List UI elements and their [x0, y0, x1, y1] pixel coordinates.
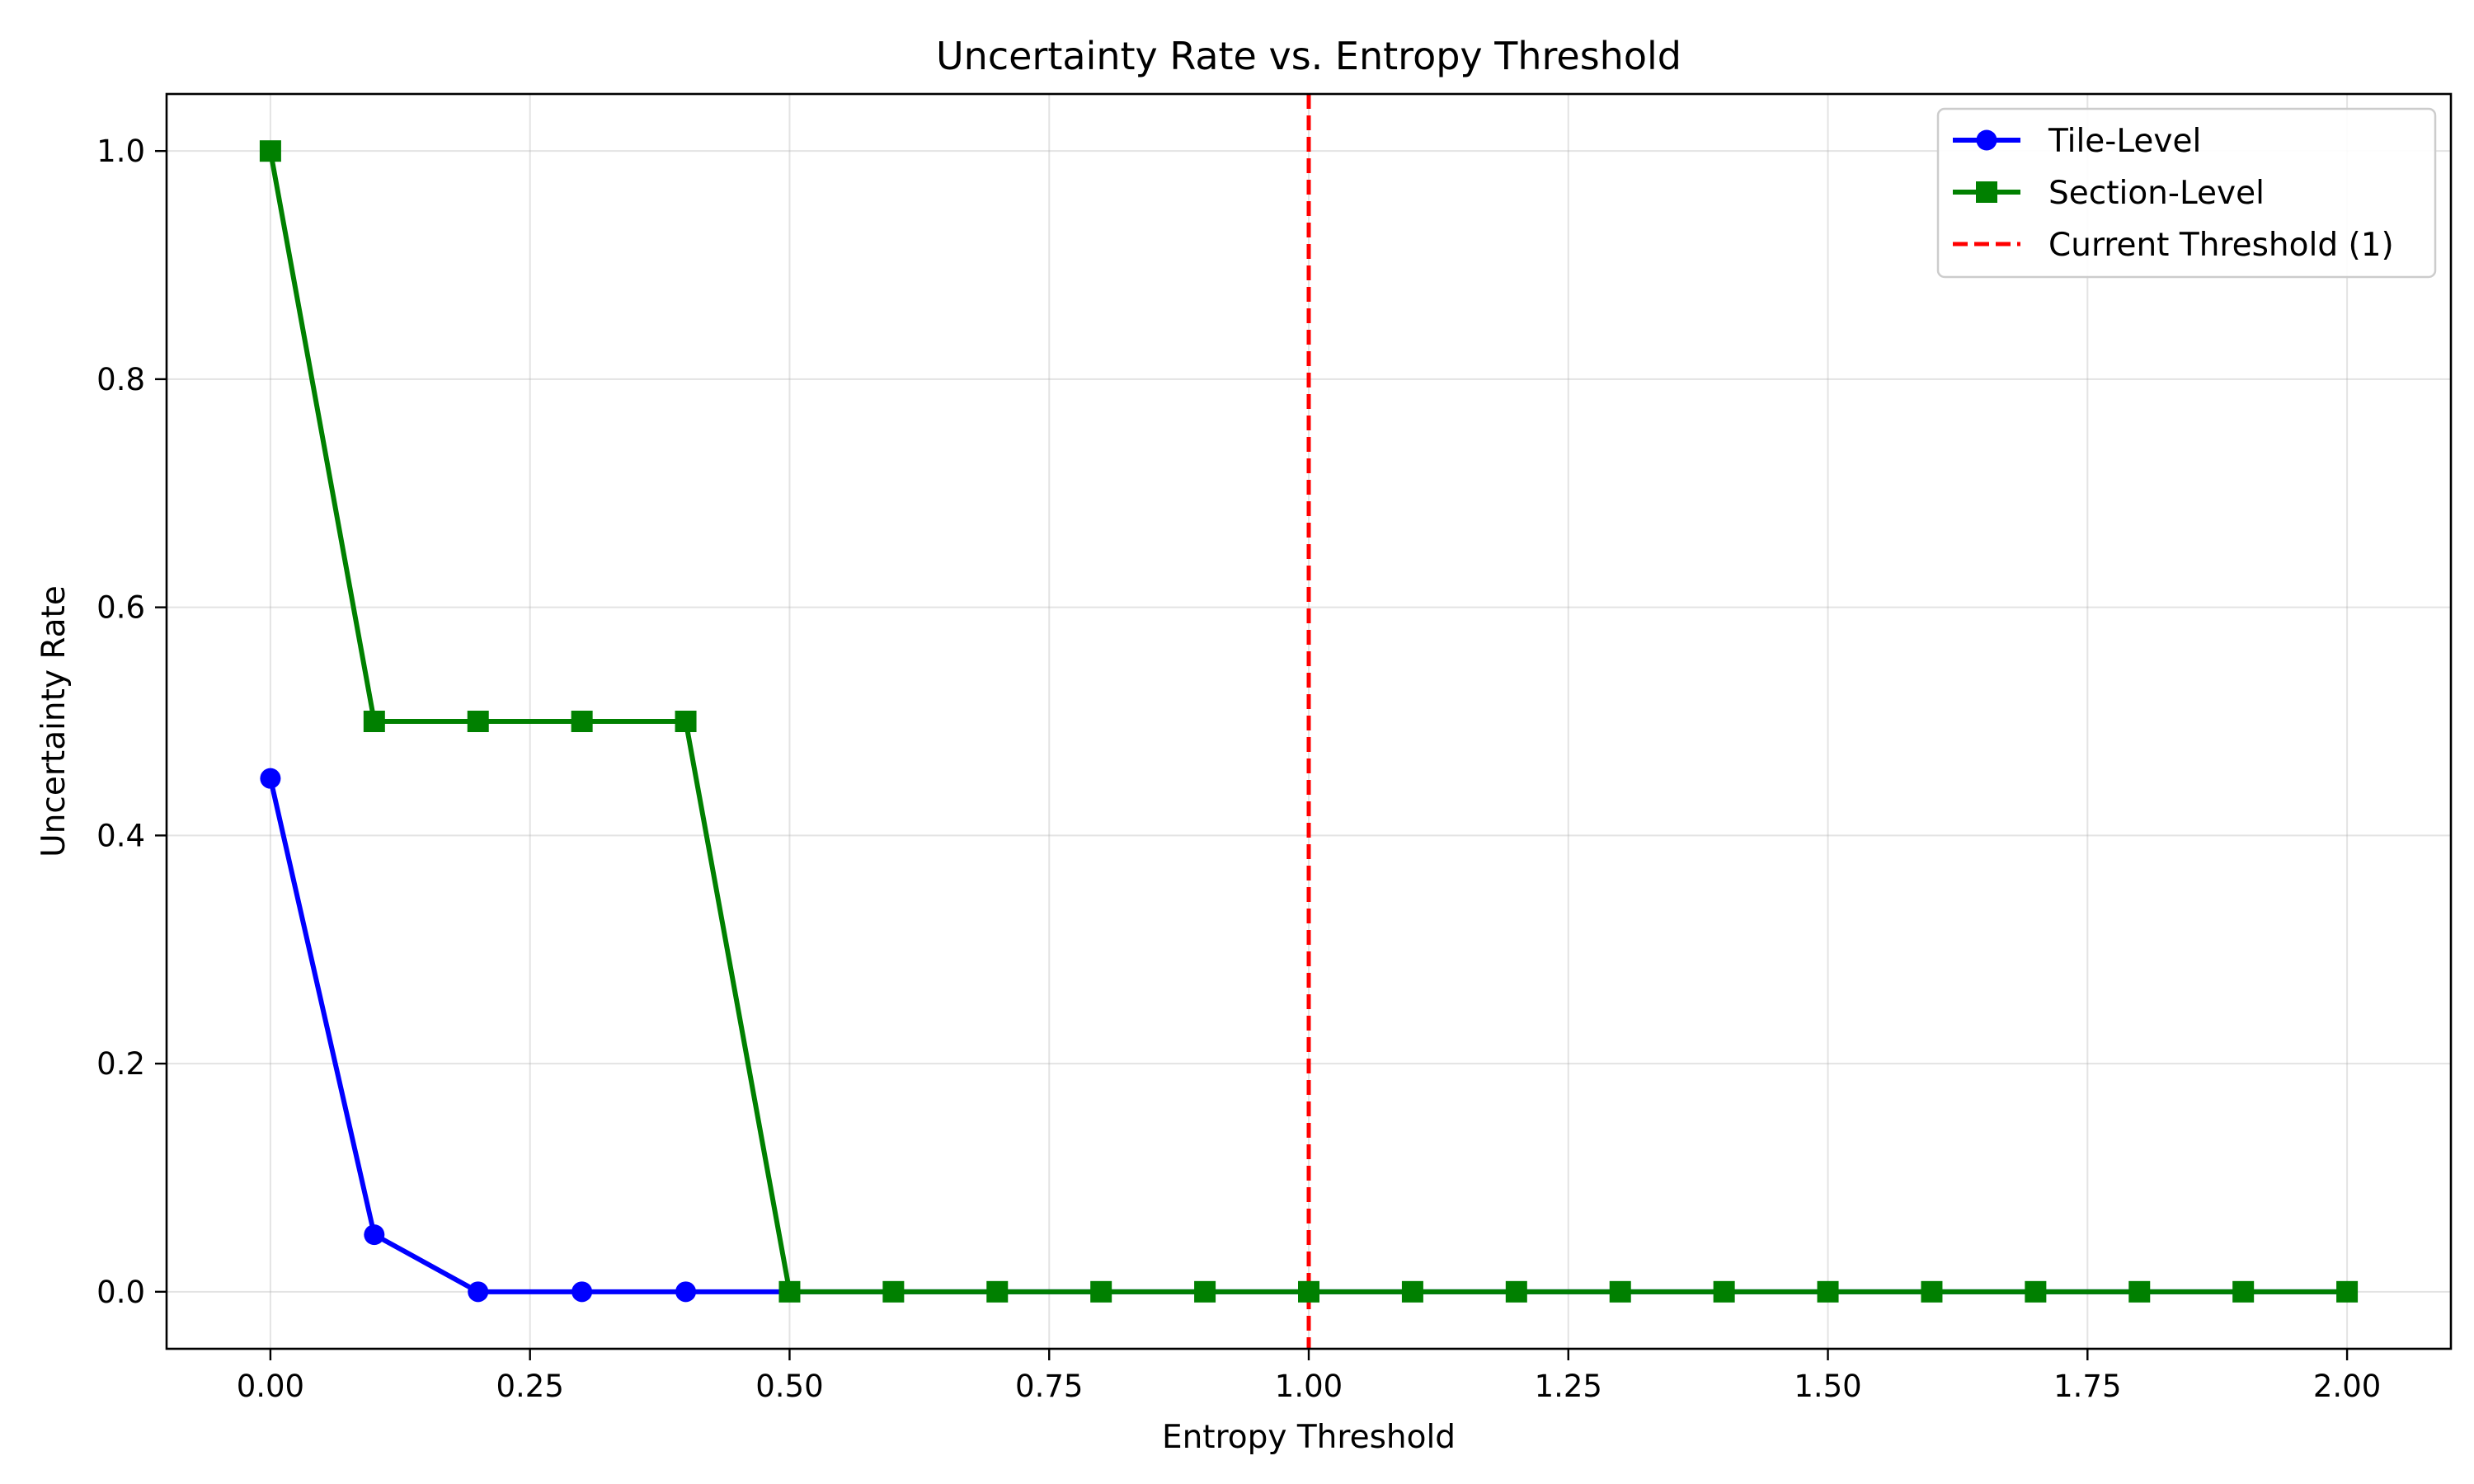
data-point — [468, 1281, 489, 1303]
x-axis-title: Entropy Threshold — [1162, 1419, 1456, 1456]
y-tick-label: 1.0 — [96, 134, 145, 169]
x-tick-label: 0.00 — [237, 1369, 304, 1404]
y-tick-label: 0.4 — [96, 818, 145, 853]
data-point — [571, 1281, 593, 1303]
data-point — [1298, 1280, 1319, 1303]
data-point — [2232, 1280, 2255, 1303]
data-point — [675, 1281, 697, 1303]
data-point — [778, 1280, 801, 1303]
legend-label: Tile-Level — [2048, 123, 2201, 160]
data-point — [2128, 1280, 2151, 1303]
data-point — [1194, 1280, 1216, 1303]
data-point — [571, 711, 593, 732]
data-point — [260, 768, 281, 789]
y-tick-label: 0.2 — [96, 1046, 145, 1082]
x-tick-label: 0.75 — [1015, 1369, 1083, 1404]
data-point — [364, 1224, 385, 1246]
chart-title: Uncertainty Rate vs. Entropy Threshold — [936, 34, 1681, 78]
data-point — [1713, 1280, 1735, 1303]
x-tick-label: 1.75 — [2053, 1369, 2121, 1404]
legend-label: Section-Level — [2048, 175, 2265, 212]
y-tick-label: 0.6 — [96, 590, 145, 626]
data-point — [986, 1280, 1009, 1303]
x-tick-label: 2.00 — [2313, 1369, 2381, 1404]
x-tick-label: 1.50 — [1794, 1369, 1861, 1404]
x-tick-label: 1.00 — [1275, 1369, 1343, 1404]
series-layer — [259, 140, 2359, 1303]
data-point — [882, 1280, 905, 1303]
legend-label: Current Threshold (1) — [2048, 227, 2394, 264]
data-point — [2025, 1280, 2047, 1303]
legend-frame — [1936, 107, 2437, 279]
data-point — [1090, 1280, 1112, 1303]
data-point — [1609, 1280, 1631, 1303]
y-axis-ticks: 0.0 0.2 0.4 0.6 0.8 1.0 — [96, 134, 167, 1310]
data-point — [675, 711, 697, 732]
data-point — [1817, 1280, 1839, 1303]
x-tick-label: 0.50 — [755, 1369, 823, 1404]
legend-swatch-marker — [1976, 129, 1997, 151]
data-point — [2336, 1280, 2359, 1303]
y-tick-label: 0.0 — [96, 1275, 145, 1310]
data-point — [259, 140, 281, 162]
data-point — [1401, 1280, 1423, 1303]
series-section-level — [259, 140, 2359, 1303]
legend-swatch-marker — [1976, 181, 1997, 203]
data-point — [467, 711, 489, 732]
y-tick-label: 0.8 — [96, 362, 145, 397]
data-point — [363, 711, 385, 732]
legend: Tile-Level Section-Level Current Threshold… — [1936, 107, 2437, 279]
data-point — [1921, 1280, 1943, 1303]
y-axis-title: Uncertainty Rate — [35, 585, 73, 857]
x-axis-ticks: 0.00 0.25 0.50 0.75 1.00 1.25 1.50 1.75 2.00 — [237, 1349, 2381, 1404]
data-point — [1505, 1280, 1527, 1303]
x-tick-label: 1.25 — [1535, 1369, 1602, 1404]
x-tick-label: 0.25 — [496, 1369, 563, 1404]
